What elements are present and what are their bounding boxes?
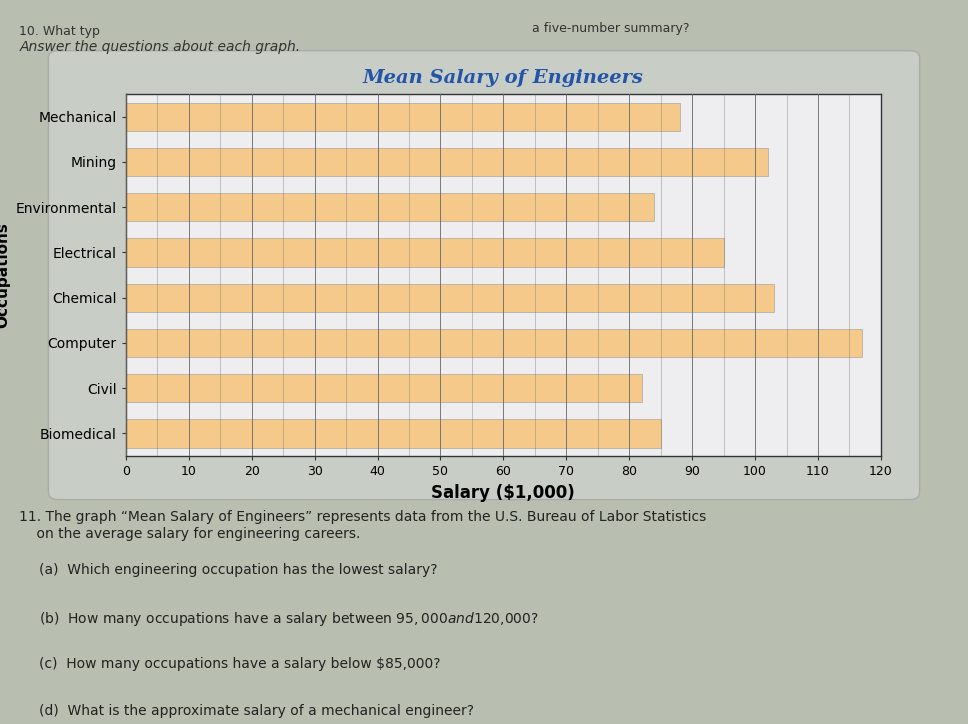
Title: Mean Salary of Engineers: Mean Salary of Engineers: [363, 69, 644, 87]
Bar: [126, 419, 660, 447]
Text: a five-number summary?: a five-number summary?: [532, 22, 690, 35]
Text: 11. The graph “Mean Salary of Engineers” represents data from the U.S. Bureau of: 11. The graph “Mean Salary of Engineers”…: [19, 510, 707, 541]
Bar: [126, 374, 642, 403]
Bar: [126, 103, 680, 131]
Text: (b)  How many occupations have a salary between $95,000 and $120,000?: (b) How many occupations have a salary b…: [39, 610, 538, 628]
X-axis label: Salary ($1,000): Salary ($1,000): [432, 484, 575, 502]
Text: (d)  What is the approximate salary of a mechanical engineer?: (d) What is the approximate salary of a …: [39, 704, 473, 717]
Bar: [126, 193, 654, 222]
Bar: [126, 148, 768, 176]
Bar: [126, 284, 774, 312]
Y-axis label: Occupations: Occupations: [0, 222, 10, 328]
Text: (a)  Which engineering occupation has the lowest salary?: (a) Which engineering occupation has the…: [39, 563, 438, 576]
Bar: [126, 238, 724, 266]
Bar: [126, 329, 862, 357]
Text: (c)  How many occupations have a salary below $85,000?: (c) How many occupations have a salary b…: [39, 657, 440, 670]
Text: 10. What typ: 10. What typ: [19, 25, 101, 38]
Text: Answer the questions about each graph.: Answer the questions about each graph.: [19, 40, 300, 54]
